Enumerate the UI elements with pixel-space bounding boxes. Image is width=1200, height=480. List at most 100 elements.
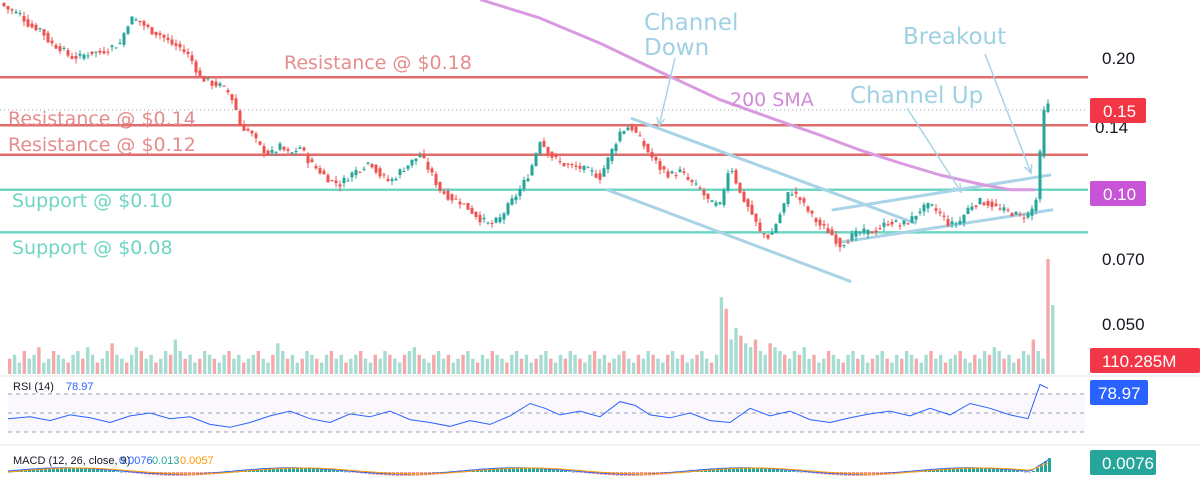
- macd-bar: [248, 470, 251, 472]
- volume-bar: [51, 351, 56, 374]
- volume-bar: [71, 354, 75, 374]
- candle-body: [146, 24, 150, 27]
- volume-bar: [714, 354, 719, 374]
- candle-body: [446, 191, 450, 200]
- volume-bar: [617, 354, 621, 374]
- volume-bar: [485, 358, 490, 374]
- macd-bar: [500, 468, 503, 472]
- volume-bar: [359, 351, 363, 374]
- candle-body: [82, 54, 86, 59]
- volume-bar: [134, 347, 139, 374]
- candle-body: [854, 230, 858, 237]
- volume-histogram: [8, 259, 1055, 374]
- price-axis[interactable]: 0.20 0.14 0.070 0.050 0.15 0.10 110.285M: [1090, 49, 1200, 373]
- candle-body: [610, 149, 614, 162]
- volume-bar: [861, 354, 865, 374]
- volume-bar: [237, 354, 241, 374]
- volume-bar: [310, 354, 314, 374]
- candle-body: [314, 166, 318, 169]
- candle-body: [858, 232, 862, 234]
- macd-bar: [568, 471, 571, 472]
- volume-bar: [524, 354, 529, 374]
- volume-bar: [953, 354, 957, 374]
- candle-body: [174, 43, 178, 46]
- volume-bar: [27, 358, 31, 374]
- candle-body: [178, 44, 182, 48]
- volume-bar: [758, 351, 763, 374]
- candle-body: [774, 224, 778, 233]
- candle-body: [766, 234, 770, 239]
- candle-body: [898, 225, 902, 227]
- macd-bar: [1040, 464, 1043, 472]
- macd-bar: [988, 468, 991, 472]
- macd-bar: [784, 470, 787, 472]
- candle-body: [238, 110, 242, 127]
- candle-body: [1042, 109, 1046, 157]
- volume-bar: [178, 351, 182, 374]
- candle-body: [514, 196, 518, 201]
- candle-body: [490, 223, 494, 224]
- volume-bar: [622, 351, 626, 374]
- macd-pane[interactable]: MACD (12, 26, close, 9) 0.0076 0.013 0.0…: [7, 450, 1156, 476]
- macd-bar: [564, 470, 567, 472]
- macd-bar: [736, 468, 739, 472]
- macd-bar: [712, 469, 715, 472]
- candle-body: [454, 198, 458, 200]
- macd-bar: [256, 469, 259, 472]
- candle-body: [366, 162, 370, 164]
- candle-body: [414, 158, 418, 162]
- candle-body: [570, 164, 574, 166]
- volume-bar: [841, 362, 845, 374]
- candle-body: [462, 203, 466, 205]
- volume-bar: [558, 354, 563, 374]
- candle-body: [946, 219, 950, 226]
- macd-bar: [512, 468, 515, 472]
- candle-body: [614, 144, 618, 151]
- volume-bar: [246, 358, 251, 374]
- macd-bar: [1044, 461, 1047, 472]
- candle-body: [550, 151, 554, 158]
- volume-bar: [32, 354, 36, 374]
- annotation-breakout: Breakout: [903, 24, 1006, 50]
- candle-body: [266, 150, 270, 155]
- macd-bar: [936, 469, 939, 472]
- macd-bar: [508, 468, 511, 472]
- candle-body: [670, 171, 674, 174]
- volume-bar: [266, 362, 270, 374]
- annotation-channel-up: Channel Up: [850, 83, 983, 109]
- volume-bar: [285, 358, 290, 374]
- rsi-pane[interactable]: RSI (14) 78.97 78.97: [7, 380, 1148, 433]
- macd-bar: [748, 468, 751, 472]
- volume-bar: [344, 362, 348, 374]
- volume-bar: [739, 335, 743, 374]
- macd-bar: [952, 468, 955, 472]
- volume-bar: [875, 354, 879, 374]
- volume-bar: [227, 351, 231, 374]
- volume-bar: [198, 358, 202, 374]
- volume-bar: [1012, 362, 1016, 374]
- volume-bar: [904, 351, 909, 374]
- candle-body: [318, 168, 322, 174]
- macd-bar: [1000, 469, 1003, 472]
- macd-bar: [52, 468, 55, 472]
- volume-bar: [66, 362, 70, 374]
- candle-body: [470, 208, 474, 214]
- candle-body: [358, 171, 362, 173]
- macd-bar: [960, 468, 963, 472]
- volume-bar: [792, 351, 797, 374]
- candle-body: [1022, 217, 1026, 219]
- candle-body: [970, 206, 974, 210]
- annotation-channel-down-2: Down: [644, 35, 709, 61]
- volume-bar: [831, 354, 836, 374]
- volume-bar: [992, 347, 996, 374]
- volume-bar: [880, 351, 884, 374]
- macd-bar: [268, 468, 271, 472]
- channel-line: [831, 173, 1052, 212]
- volume-bar: [363, 358, 368, 374]
- volume-bar: [168, 354, 173, 374]
- macd-bar: [80, 468, 83, 472]
- macd-legend-label: MACD (12, 26, close, 9): [13, 455, 130, 467]
- sma-price-badge: [1090, 181, 1146, 206]
